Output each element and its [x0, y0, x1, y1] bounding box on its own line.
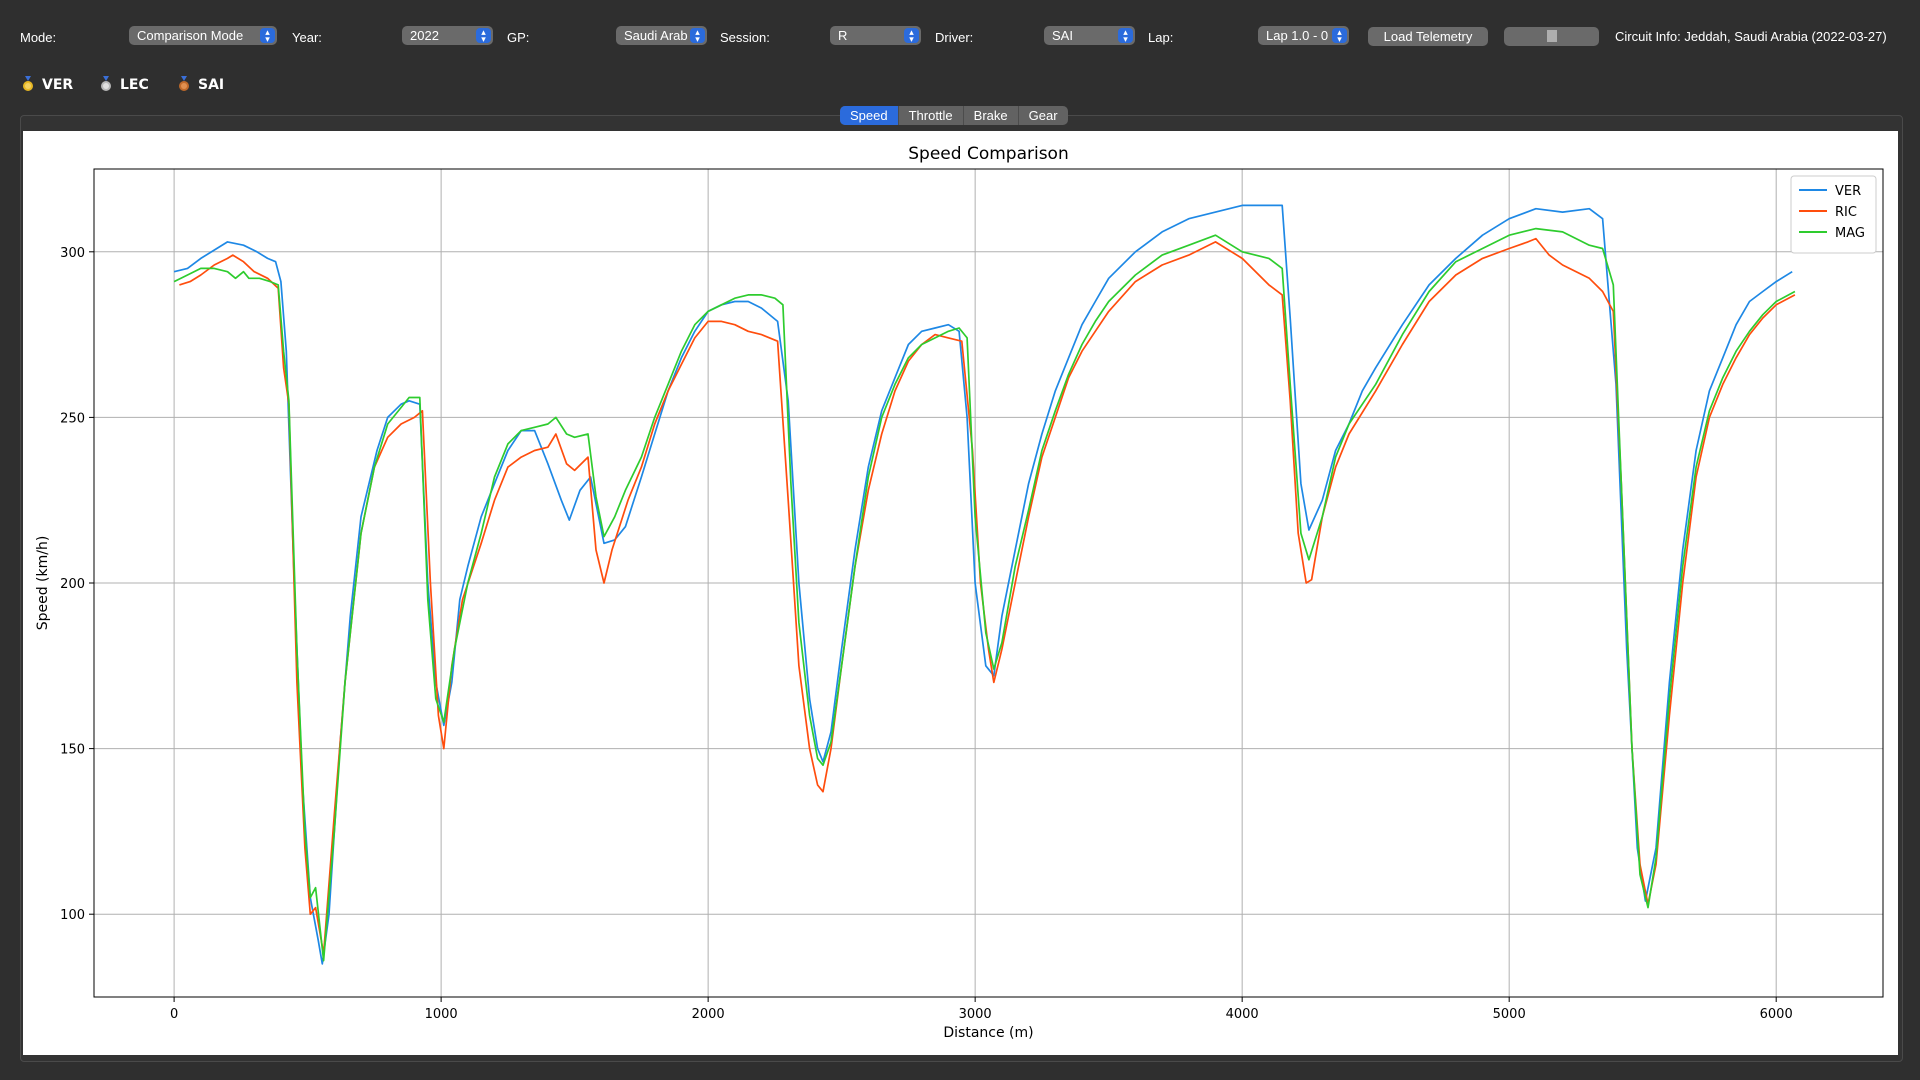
chevron-updown-icon: ▴ ▾ — [690, 28, 705, 44]
year-label: Year: — [292, 30, 322, 45]
legend-box — [1790, 175, 1877, 254]
session-label: Session: — [720, 30, 770, 45]
x-tick-label: 1000 — [425, 1007, 458, 1022]
gold-medal-icon — [23, 76, 33, 91]
chevron-updown-icon: ▴ ▾ — [904, 28, 919, 44]
y-tick-label: 150 — [60, 743, 85, 758]
circuit-info: Circuit Info: Jeddah, Saudi Arabia (2022… — [1615, 29, 1887, 44]
progress-indicator — [1504, 27, 1599, 46]
toolbar: Mode: Comparison Mode ▴ ▾ Year: 2022 ▴ ▾ G… — [0, 0, 1920, 74]
chevron-updown-icon: ▴ ▾ — [476, 28, 491, 44]
series-line-mag — [173, 227, 1796, 962]
speed-chart: 0 1000 2000 3000 4000 5000 6000 100 150 200 250 30… — [35, 144, 1884, 1041]
driver-select[interactable]: SAI ▴ ▾ — [1044, 26, 1135, 45]
driver-label: Driver: — [935, 30, 974, 45]
podium-driver-1: VER — [42, 77, 74, 93]
podium-driver-2: LEC — [120, 77, 149, 93]
chart-title: Speed Comparison — [908, 144, 1068, 164]
legend-label-ver: VER — [1835, 184, 1861, 199]
series-line-ver — [173, 204, 1793, 965]
x-axis-label: Distance (m) — [943, 1025, 1033, 1041]
y-axis: 100 150 200 250 300 — [60, 246, 94, 923]
tab-gear[interactable]: Gear — [1028, 108, 1058, 123]
year-select[interactable]: 2022 ▴ ▾ — [402, 26, 493, 45]
legend: VER RIC MAG — [1790, 175, 1877, 254]
series-line-ric — [179, 237, 1796, 955]
chevron-updown-icon: ▴ ▾ — [260, 28, 275, 44]
x-tick-label: 2000 — [692, 1007, 725, 1022]
tab-speed[interactable]: Speed — [840, 106, 899, 125]
chevron-updown-icon: ▴ ▾ — [1118, 28, 1133, 44]
x-tick-label: 0 — [170, 1007, 178, 1022]
session-select-value: R — [838, 28, 848, 43]
bronze-medal-icon — [179, 76, 189, 91]
lap-select-value: Lap 1.0 - 0 — [1266, 28, 1329, 43]
x-tick-label: 6000 — [1760, 1007, 1793, 1022]
legend-label-ric: RIC — [1835, 205, 1857, 220]
gp-label: GP: — [507, 30, 530, 45]
x-tick-label: 5000 — [1493, 1007, 1526, 1022]
session-select[interactable]: R ▴ ▾ — [830, 26, 921, 45]
tab-brake[interactable]: Brake — [964, 106, 1019, 125]
gp-select[interactable]: Saudi Arab ▴ ▾ — [616, 26, 707, 45]
x-tick-label: 3000 — [959, 1007, 992, 1022]
y-tick-label: 200 — [60, 577, 85, 592]
y-tick-label: 250 — [60, 411, 85, 426]
podium-third: SAI — [178, 76, 224, 93]
lap-label: Lap: — [1148, 30, 1174, 45]
podium-driver-3: SAI — [198, 77, 225, 93]
y-tick-label: 100 — [60, 908, 85, 923]
busy-icon — [1546, 30, 1557, 42]
chevron-updown-icon: ▴ ▾ — [1332, 28, 1347, 44]
mode-select[interactable]: Comparison Mode ▴ ▾ — [129, 26, 277, 45]
lap-select[interactable]: Lap 1.0 - 0 ▴ ▾ — [1258, 26, 1349, 45]
mode-select-value: Comparison Mode — [137, 28, 244, 43]
x-tick-label: 4000 — [1226, 1007, 1259, 1022]
driver-select-value: SAI — [1052, 28, 1073, 43]
year-select-value: 2022 — [410, 28, 439, 43]
podium-first: VER — [22, 76, 73, 93]
mode-label: Mode: — [20, 30, 57, 45]
y-tick-label: 300 — [60, 246, 85, 261]
load-telemetry-button[interactable]: Load Telemetry — [1368, 27, 1488, 46]
tab-throttle[interactable]: Throttle — [899, 106, 964, 125]
plot-canvas: 0 1000 2000 3000 4000 5000 6000 100 150 200 250 30… — [23, 131, 1898, 1055]
silver-medal-icon — [101, 76, 111, 91]
y-axis-label: Speed (km/h) — [35, 536, 51, 631]
legend-label-mag: MAG — [1835, 226, 1865, 241]
chart-tabs: Speed Throttle Brake Gear — [840, 106, 1068, 125]
podium-second: LEC — [100, 76, 149, 93]
gp-select-value: Saudi Arab — [624, 28, 688, 43]
grid-lines — [94, 169, 1883, 997]
x-axis: 0 1000 2000 3000 4000 5000 6000 — [170, 997, 1793, 1022]
series-lines — [173, 204, 1796, 965]
